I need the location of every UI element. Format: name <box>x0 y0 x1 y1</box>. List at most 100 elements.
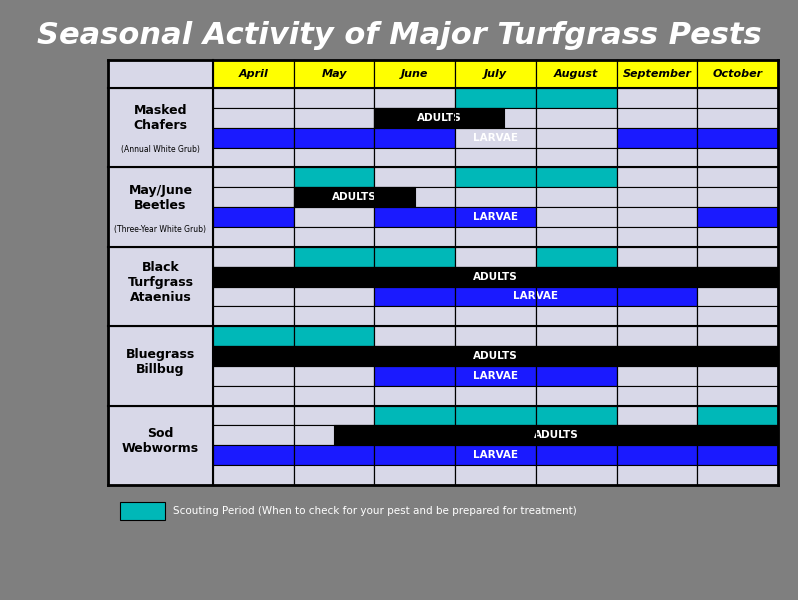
Bar <box>374 445 455 465</box>
Bar <box>536 88 617 108</box>
Bar <box>455 307 536 326</box>
Text: LARVAE: LARVAE <box>473 371 518 381</box>
Bar <box>213 148 294 167</box>
Bar <box>294 227 374 247</box>
Bar <box>213 266 294 286</box>
Bar <box>213 366 294 386</box>
Bar <box>294 406 374 425</box>
Bar <box>455 187 536 207</box>
Bar <box>374 326 455 346</box>
Bar <box>697 386 778 406</box>
Bar <box>294 167 374 187</box>
Bar <box>294 386 374 406</box>
Bar <box>120 502 165 520</box>
Bar <box>374 128 455 148</box>
Bar <box>617 346 697 366</box>
Bar <box>294 187 374 207</box>
Bar <box>294 266 374 286</box>
Bar <box>455 148 536 167</box>
Bar <box>374 266 455 286</box>
Bar <box>697 128 778 148</box>
Bar <box>536 445 617 465</box>
Text: ADULTS: ADULTS <box>534 430 579 440</box>
Bar <box>213 445 294 465</box>
Bar <box>108 60 213 88</box>
Bar <box>697 88 778 108</box>
Bar <box>697 108 778 128</box>
Bar <box>617 465 697 485</box>
Bar <box>213 465 294 485</box>
Bar <box>455 266 536 286</box>
Bar <box>697 286 778 307</box>
Bar <box>617 207 697 227</box>
Bar <box>697 465 778 485</box>
Bar <box>617 148 697 167</box>
Bar <box>536 406 617 425</box>
Bar <box>374 148 455 167</box>
Bar <box>617 187 697 207</box>
Bar <box>374 465 455 485</box>
Bar <box>213 167 294 187</box>
Bar <box>536 207 617 227</box>
Bar <box>455 366 536 386</box>
Bar <box>455 445 536 465</box>
Bar <box>697 148 778 167</box>
Text: (Annual White Grub): (Annual White Grub) <box>121 145 200 154</box>
Bar <box>213 266 778 286</box>
Bar <box>213 286 294 307</box>
Text: May: May <box>322 69 347 79</box>
Text: LARVAE: LARVAE <box>473 212 518 222</box>
Text: Sod
Webworms: Sod Webworms <box>122 427 199 455</box>
Bar <box>294 148 374 167</box>
Bar <box>536 148 617 167</box>
Text: LARVAE: LARVAE <box>473 450 518 460</box>
Bar <box>455 207 536 227</box>
Bar <box>374 386 455 406</box>
Bar <box>617 60 697 88</box>
Bar <box>374 366 455 386</box>
Bar <box>455 60 536 88</box>
Bar <box>294 425 374 445</box>
Bar <box>374 207 455 227</box>
Bar <box>374 307 455 326</box>
Bar <box>108 88 213 167</box>
Bar <box>213 406 294 425</box>
Bar <box>294 60 374 88</box>
Bar <box>374 167 455 187</box>
Bar <box>617 247 697 266</box>
Bar <box>294 445 374 465</box>
Text: August: August <box>554 69 598 79</box>
Bar <box>108 326 213 406</box>
Text: September: September <box>622 69 691 79</box>
Bar <box>455 88 536 108</box>
Bar <box>536 266 617 286</box>
Bar <box>617 406 697 425</box>
Bar <box>213 307 294 326</box>
Bar <box>536 465 617 485</box>
Bar <box>455 128 536 148</box>
Bar <box>374 60 455 88</box>
Bar <box>617 108 697 128</box>
Bar <box>536 60 617 88</box>
Bar <box>374 227 455 247</box>
Bar <box>455 465 536 485</box>
Bar <box>294 187 415 207</box>
Text: LARVAE: LARVAE <box>513 292 559 301</box>
Bar <box>697 406 778 425</box>
Bar <box>374 187 455 207</box>
Bar <box>374 286 455 307</box>
Bar <box>697 187 778 207</box>
Bar <box>697 60 778 88</box>
Bar <box>536 286 617 307</box>
Bar <box>536 346 617 366</box>
Bar <box>617 266 697 286</box>
Bar <box>108 406 213 485</box>
Text: June: June <box>401 69 429 79</box>
Bar <box>697 326 778 346</box>
Bar <box>213 187 294 207</box>
Bar <box>294 326 374 346</box>
Bar <box>697 425 778 445</box>
Bar <box>213 108 294 128</box>
Text: ADULTS: ADULTS <box>332 192 377 202</box>
Bar <box>294 307 374 326</box>
